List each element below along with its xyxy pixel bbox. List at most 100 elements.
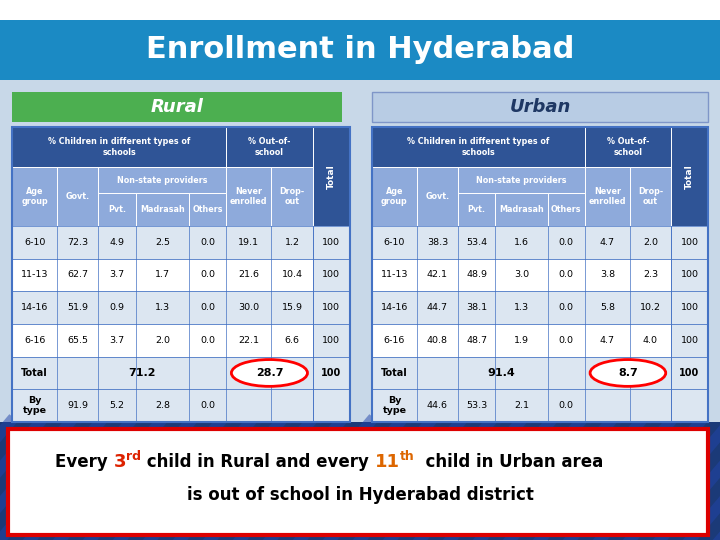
Text: 1.3: 1.3 bbox=[155, 303, 170, 312]
Text: 10.4: 10.4 bbox=[282, 271, 302, 279]
Text: 53.3: 53.3 bbox=[466, 401, 487, 410]
Text: 6-16: 6-16 bbox=[24, 336, 45, 345]
Text: 91.4: 91.4 bbox=[487, 368, 515, 378]
Text: 2.1: 2.1 bbox=[514, 401, 529, 410]
Bar bbox=[0, 0, 720, 80]
Text: 100: 100 bbox=[679, 368, 700, 378]
Text: 0.0: 0.0 bbox=[200, 336, 215, 345]
Text: 0.0: 0.0 bbox=[559, 336, 574, 345]
Text: Govt.: Govt. bbox=[426, 192, 449, 201]
Bar bbox=[548, 193, 585, 226]
Bar bbox=[312, 291, 350, 324]
Text: % Children in different types of
schools: % Children in different types of schools bbox=[408, 137, 549, 157]
Text: 100: 100 bbox=[680, 336, 698, 345]
Text: 3.0: 3.0 bbox=[514, 271, 529, 279]
Text: 4.0: 4.0 bbox=[643, 336, 658, 345]
Text: Pvt.: Pvt. bbox=[467, 205, 485, 214]
Bar bbox=[372, 259, 671, 291]
Text: 38.3: 38.3 bbox=[427, 238, 448, 247]
Text: Total: Total bbox=[381, 368, 408, 378]
Text: 4.7: 4.7 bbox=[600, 238, 615, 247]
Text: 1.3: 1.3 bbox=[514, 303, 529, 312]
Bar bbox=[671, 356, 708, 389]
Text: Urban: Urban bbox=[509, 98, 571, 116]
Text: 100: 100 bbox=[680, 238, 698, 247]
Text: 44.7: 44.7 bbox=[427, 303, 448, 312]
Text: Madrasah: Madrasah bbox=[140, 205, 185, 214]
Bar bbox=[671, 291, 708, 324]
Text: 100: 100 bbox=[680, 303, 698, 312]
Bar bbox=[0, 20, 720, 80]
Text: Madrasah: Madrasah bbox=[499, 205, 544, 214]
Text: 48.7: 48.7 bbox=[466, 336, 487, 345]
Bar bbox=[0, 422, 720, 540]
Text: 2.0: 2.0 bbox=[155, 336, 170, 345]
Bar bbox=[312, 226, 350, 259]
Bar bbox=[458, 167, 585, 193]
Ellipse shape bbox=[231, 360, 307, 386]
Bar bbox=[312, 389, 350, 422]
Bar bbox=[57, 167, 99, 226]
Text: Total: Total bbox=[685, 164, 694, 189]
Bar bbox=[312, 259, 350, 291]
Text: Others: Others bbox=[551, 205, 582, 214]
Text: Govt.: Govt. bbox=[66, 192, 90, 201]
Text: 3.7: 3.7 bbox=[109, 336, 125, 345]
Text: 11: 11 bbox=[374, 453, 400, 471]
Bar bbox=[12, 127, 226, 167]
Bar bbox=[12, 259, 312, 291]
Text: 51.9: 51.9 bbox=[68, 303, 89, 312]
Text: Rural: Rural bbox=[150, 98, 204, 116]
Bar bbox=[12, 324, 312, 356]
Text: 0.0: 0.0 bbox=[200, 401, 215, 410]
Text: Enrollment in Hyderabad: Enrollment in Hyderabad bbox=[146, 36, 574, 64]
Text: 8.7: 8.7 bbox=[618, 368, 638, 378]
Text: Non-state providers: Non-state providers bbox=[476, 176, 567, 185]
Bar bbox=[372, 167, 417, 226]
Text: By
type: By type bbox=[22, 396, 47, 415]
Text: 38.1: 38.1 bbox=[466, 303, 487, 312]
Text: 30.0: 30.0 bbox=[238, 303, 259, 312]
Text: 11-13: 11-13 bbox=[381, 271, 408, 279]
Bar bbox=[0, 80, 720, 540]
Text: 5.2: 5.2 bbox=[109, 401, 125, 410]
Bar bbox=[671, 389, 708, 422]
Bar bbox=[417, 167, 458, 226]
Bar bbox=[99, 193, 136, 226]
Text: 42.1: 42.1 bbox=[427, 271, 448, 279]
Text: 15.9: 15.9 bbox=[282, 303, 302, 312]
Bar bbox=[585, 127, 671, 167]
Bar bbox=[312, 356, 350, 389]
Text: th: th bbox=[400, 450, 415, 463]
Text: 0.0: 0.0 bbox=[559, 401, 574, 410]
Bar bbox=[372, 356, 671, 389]
Text: rd: rd bbox=[126, 450, 141, 463]
Bar bbox=[12, 127, 350, 422]
Bar bbox=[585, 167, 630, 226]
Text: Total: Total bbox=[327, 164, 336, 189]
Bar bbox=[372, 127, 708, 422]
Text: 19.1: 19.1 bbox=[238, 238, 259, 247]
Bar bbox=[136, 193, 189, 226]
Text: 4.7: 4.7 bbox=[600, 336, 615, 345]
Bar bbox=[271, 167, 312, 226]
Text: 4.9: 4.9 bbox=[109, 238, 125, 247]
Text: 5.8: 5.8 bbox=[600, 303, 615, 312]
Bar bbox=[372, 389, 671, 422]
Text: % Children in different types of
schools: % Children in different types of schools bbox=[48, 137, 190, 157]
Bar bbox=[372, 324, 671, 356]
Text: 40.8: 40.8 bbox=[427, 336, 448, 345]
Text: 100: 100 bbox=[680, 271, 698, 279]
Text: 6-10: 6-10 bbox=[24, 238, 45, 247]
Bar bbox=[12, 92, 342, 122]
Text: 100: 100 bbox=[323, 238, 341, 247]
Text: 91.9: 91.9 bbox=[68, 401, 89, 410]
Text: 1.2: 1.2 bbox=[284, 238, 300, 247]
Bar bbox=[372, 291, 671, 324]
Text: 100: 100 bbox=[323, 303, 341, 312]
Bar bbox=[12, 389, 312, 422]
Text: 0.0: 0.0 bbox=[559, 238, 574, 247]
Bar bbox=[630, 167, 671, 226]
Text: Drop-
out: Drop- out bbox=[279, 187, 305, 206]
Bar bbox=[99, 167, 226, 193]
